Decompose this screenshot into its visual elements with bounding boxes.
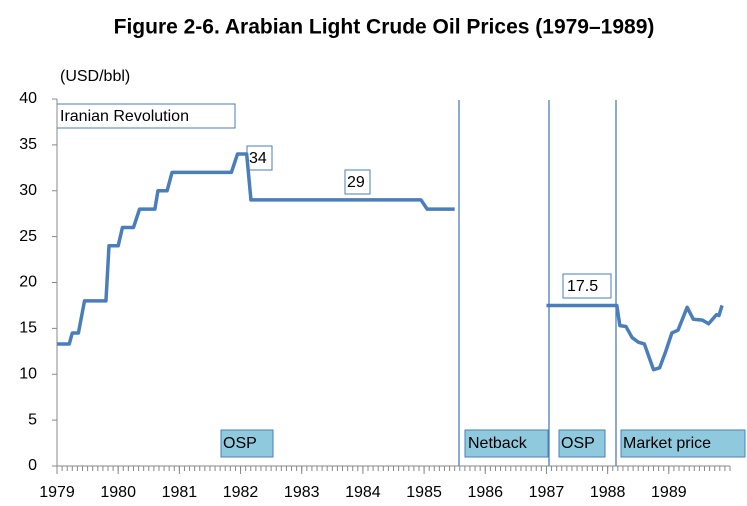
- price-line: [57, 152, 724, 372]
- annotation-box: [562, 273, 612, 299]
- chart-title: Figure 2-6. Arabian Light Crude Oil Pric…: [114, 16, 655, 39]
- y-axis-label: (USD/bbl): [60, 68, 130, 85]
- y-tick-label: 40: [19, 90, 37, 107]
- x-tick-label: 1988: [590, 484, 626, 501]
- annotation-box: [344, 169, 371, 195]
- y-tick-label: 5: [28, 411, 37, 428]
- x-tick-label: 1979: [39, 484, 75, 501]
- period-label: OSP: [561, 435, 595, 452]
- x-tick-label: 1984: [345, 484, 381, 501]
- x-tick-label: 1983: [284, 484, 320, 501]
- period-label: OSP: [223, 435, 257, 452]
- annotation: 29: [347, 174, 365, 191]
- y-tick-label: 15: [19, 320, 37, 337]
- period-label: Netback: [468, 435, 528, 452]
- x-tick-label: 1982: [223, 484, 259, 501]
- period-box: [464, 429, 549, 458]
- y-tick-label: 20: [19, 274, 37, 291]
- y-tick-label: 25: [19, 228, 37, 245]
- x-tick-label: 1989: [651, 484, 687, 501]
- x-tick-label: 1980: [100, 484, 136, 501]
- x-tick-label: 1981: [162, 484, 198, 501]
- x-tick-label: 1987: [529, 484, 565, 501]
- y-tick-label: 30: [19, 182, 37, 199]
- x-tick-label: 1986: [467, 484, 503, 501]
- annotation-box: [56, 103, 236, 129]
- y-tick-label: 10: [19, 365, 37, 382]
- period-label: Market price: [623, 435, 711, 452]
- annotation-box: [246, 145, 273, 171]
- x-tick-label: 1985: [406, 484, 442, 501]
- annotation: 34: [249, 150, 267, 167]
- period-box: [558, 429, 606, 458]
- annotation: Iranian Revolution: [60, 108, 189, 125]
- annotation: 17.5: [567, 278, 598, 295]
- period-box: [620, 429, 746, 458]
- y-tick-label: 35: [19, 136, 37, 153]
- y-tick-label: 0: [28, 457, 37, 474]
- period-box: [220, 429, 274, 458]
